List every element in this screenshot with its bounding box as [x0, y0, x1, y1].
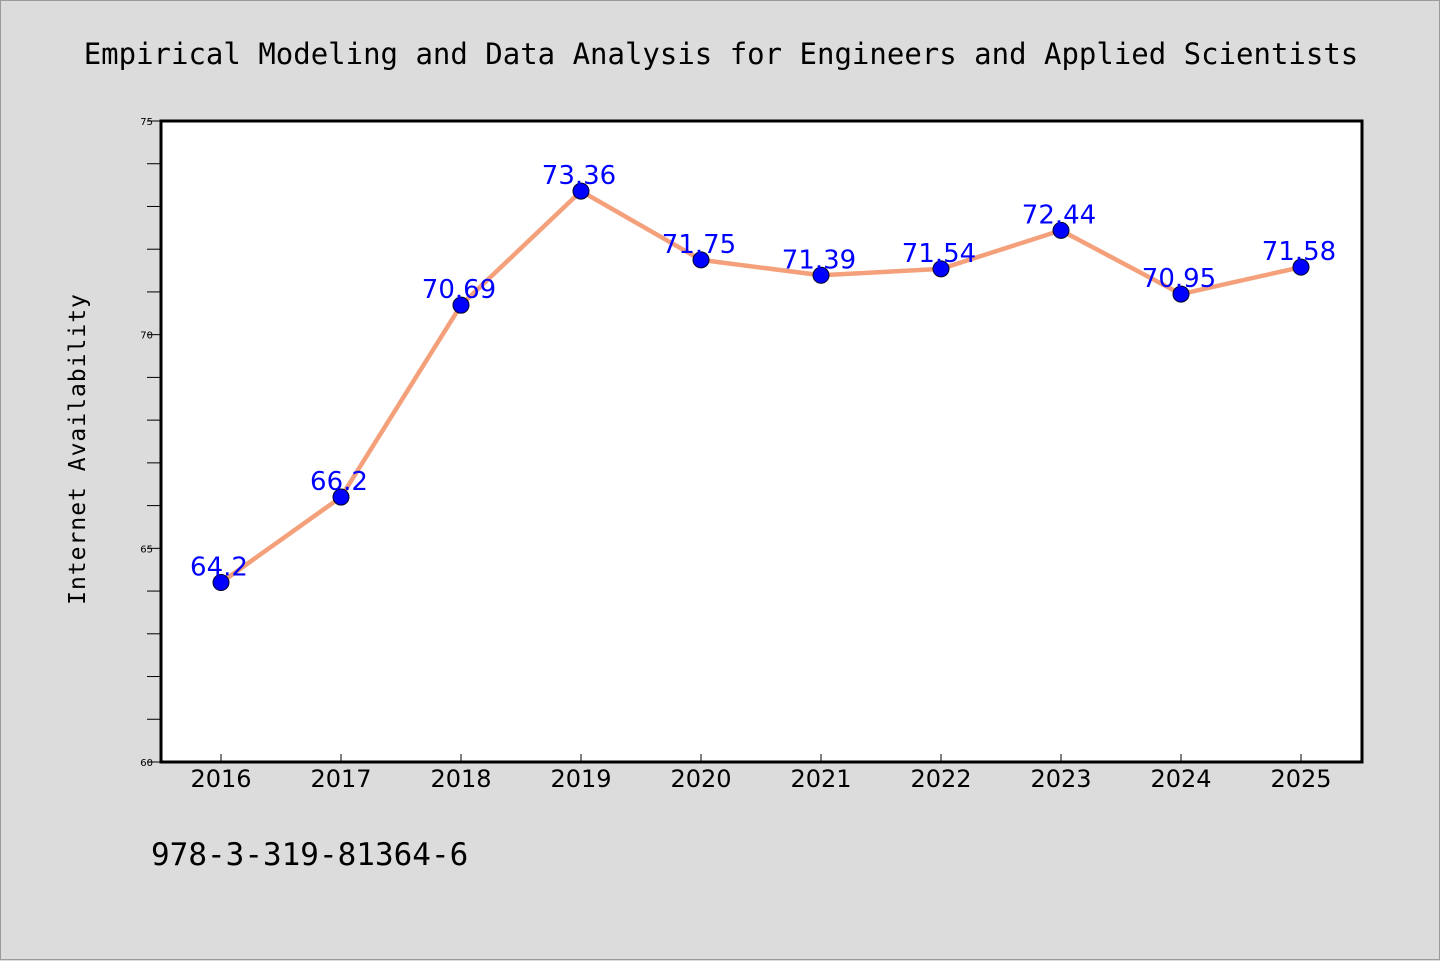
y-tick-label: 65 [140, 544, 153, 555]
x-tick-label: 2016 [190, 765, 251, 793]
y-axis-tick-labels: 60 65 70 75 [140, 117, 153, 769]
data-point-label: 71.58 [1262, 237, 1336, 267]
y-axis-ticks [147, 120, 161, 763]
data-point-label: 70.95 [1142, 264, 1216, 294]
data-point-label: 71.39 [782, 245, 856, 275]
y-tick-label: 60 [140, 758, 153, 769]
x-tick-label: 2018 [430, 765, 491, 793]
data-labels: 64.2 66.2 70.69 73.36 71.75 71.39 71.54 72.44 70… [190, 161, 1336, 582]
data-point-marker [452, 296, 470, 314]
data-point-label: 71.75 [662, 230, 736, 260]
x-tick-label: 2021 [790, 765, 851, 793]
series-line [218, 188, 1304, 585]
data-point-label: 73.36 [542, 161, 616, 191]
x-tick-label: 2023 [1030, 765, 1091, 793]
y-axis-label: Internet Availability [65, 293, 91, 605]
x-tick-label: 2022 [910, 765, 971, 793]
y-tick-label: 70 [140, 331, 153, 342]
x-tick-label: 2020 [670, 765, 731, 793]
plot-border [159, 119, 1364, 764]
x-tick-label: 2019 [550, 765, 611, 793]
data-point-marker [812, 266, 830, 284]
y-tick-label: 75 [140, 117, 153, 128]
data-point-marker [932, 260, 950, 278]
data-point-label: 66.2 [310, 467, 368, 497]
data-point-marker [692, 251, 710, 269]
x-tick-label: 2017 [310, 765, 371, 793]
data-point-marker [1052, 221, 1070, 239]
data-point-marker [1172, 285, 1190, 303]
data-point-label: 72.44 [1022, 200, 1096, 230]
data-markers [212, 182, 1310, 592]
chart-title: Empirical Modeling and Data Analysis for… [84, 37, 1359, 71]
x-axis-tick-labels: 2016 2017 2018 2019 2020 2021 2022 2023 2024 2025 [190, 765, 1331, 793]
data-point-marker [1292, 258, 1310, 276]
data-point-marker [332, 488, 350, 506]
data-point-marker [212, 574, 230, 592]
data-point-label: 64.2 [190, 553, 248, 583]
data-point-label: 71.54 [902, 239, 976, 269]
plot-area [161, 121, 1362, 762]
isbn-label: 978-3-319-81364-6 [151, 837, 468, 873]
x-tick-label: 2024 [1150, 765, 1211, 793]
data-point-marker [572, 182, 590, 200]
data-point-label: 70.69 [422, 275, 496, 305]
x-tick-label: 2025 [1270, 765, 1331, 793]
